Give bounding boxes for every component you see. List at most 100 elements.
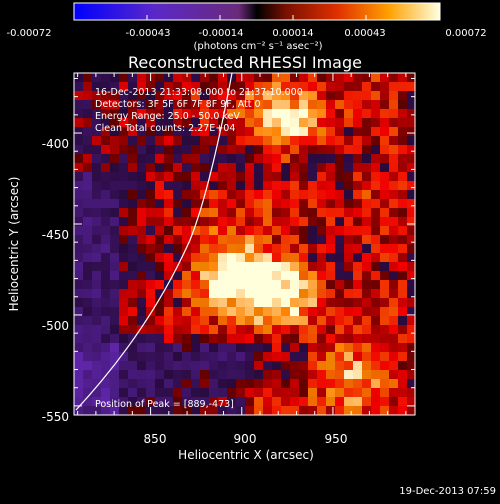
heatmap-cell [371, 154, 381, 164]
heatmap-cell [398, 334, 408, 344]
heatmap-cell [74, 181, 84, 191]
heatmap-cell [236, 379, 246, 389]
heatmap-cell [92, 109, 102, 119]
heatmap-cell [326, 109, 336, 119]
heatmap-cell [362, 82, 372, 92]
heatmap-cell [209, 217, 219, 227]
heatmap-cell [317, 334, 327, 344]
heatmap-cell [200, 145, 210, 155]
heatmap-cell [254, 154, 264, 164]
heatmap-cell [110, 352, 120, 362]
heatmap-cell [326, 127, 336, 137]
heatmap-cell [128, 181, 138, 191]
heatmap-cell [173, 298, 183, 308]
heatmap-cell [182, 136, 192, 146]
heatmap-cell [326, 325, 336, 335]
heatmap-cell [146, 91, 156, 101]
heatmap-cell [335, 262, 345, 272]
heatmap-cell [272, 370, 282, 380]
heatmap-cell [353, 397, 363, 407]
heatmap-cell [326, 190, 336, 200]
heatmap-cell [173, 172, 183, 182]
heatmap-cell [344, 307, 354, 317]
heatmap-cell [74, 334, 84, 344]
heatmap-cell [74, 109, 84, 119]
heatmap-cell [272, 379, 282, 389]
heatmap-cell [380, 253, 390, 263]
heatmap-cell [227, 172, 237, 182]
heatmap-cell [128, 244, 138, 254]
heatmap-cell [290, 325, 300, 335]
heatmap-cell [164, 127, 174, 137]
heatmap-cell [281, 244, 291, 254]
heatmap-cell [173, 91, 183, 101]
heatmap-cell [83, 145, 93, 155]
heatmap-cell [137, 253, 147, 263]
heatmap-cell [380, 397, 390, 407]
heatmap-cell [101, 280, 111, 290]
heatmap-cell [326, 343, 336, 353]
heatmap-cell [209, 361, 219, 371]
heatmap-cell [128, 253, 138, 263]
heatmap-cell [236, 271, 246, 281]
heatmap-cell [254, 370, 264, 380]
heatmap-cell [371, 316, 381, 326]
heatmap-cell [299, 289, 309, 299]
heatmap-cell [137, 190, 147, 200]
heatmap-cell [353, 226, 363, 236]
heatmap-cell [218, 271, 228, 281]
heatmap-cell [344, 352, 354, 362]
heatmap-cell [218, 226, 228, 236]
heatmap-cell [110, 91, 120, 101]
heatmap-cell [407, 388, 415, 398]
heatmap-cell [371, 226, 381, 236]
heatmap-cell [263, 397, 273, 407]
heatmap-cell [119, 343, 129, 353]
heatmap-cell [362, 307, 372, 317]
heatmap-cell [227, 271, 237, 281]
heatmap-cell [110, 163, 120, 173]
heatmap-cell [281, 118, 291, 128]
heatmap-cell [218, 244, 228, 254]
heatmap-cell [173, 271, 183, 281]
heatmap-cell [101, 325, 111, 335]
heatmap-cell [218, 181, 228, 191]
heatmap-cell [398, 379, 408, 389]
heatmap-cell [389, 280, 399, 290]
heatmap-cell [317, 100, 327, 110]
heatmap-cell [146, 253, 156, 263]
heatmap-cell [398, 406, 408, 415]
heatmap-cell [191, 307, 201, 317]
heatmap-cell [272, 118, 282, 128]
heatmap-cell [92, 307, 102, 317]
heatmap-cell [155, 91, 165, 101]
heatmap-cell [227, 109, 237, 119]
heatmap-cell [218, 91, 228, 101]
heatmap-cell [371, 190, 381, 200]
heatmap-cell [344, 226, 354, 236]
heatmap-cell [173, 226, 183, 236]
heatmap-cell [380, 226, 390, 236]
heatmap-cell [83, 325, 93, 335]
heatmap-cell [200, 136, 210, 146]
heatmap-cell [74, 244, 84, 254]
heatmap-cell [281, 136, 291, 146]
heatmap-cell [146, 172, 156, 182]
heatmap-cell [110, 145, 120, 155]
heatmap-cell [308, 262, 318, 272]
heatmap-cell [200, 397, 210, 407]
heatmap-cell [101, 370, 111, 380]
heatmap-cell [263, 334, 273, 344]
heatmap-cell [290, 379, 300, 389]
heatmap-cell [245, 361, 255, 371]
heatmap-cell [290, 163, 300, 173]
heatmap-cell [227, 199, 237, 209]
heatmap-cell [200, 100, 210, 110]
heatmap-cell [317, 280, 327, 290]
heatmap-cell [236, 388, 246, 398]
heatmap-cell [326, 253, 336, 263]
heatmap-cell [263, 199, 273, 209]
heatmap-cell [245, 352, 255, 362]
heatmap-cell [128, 379, 138, 389]
heatmap-cell [128, 262, 138, 272]
